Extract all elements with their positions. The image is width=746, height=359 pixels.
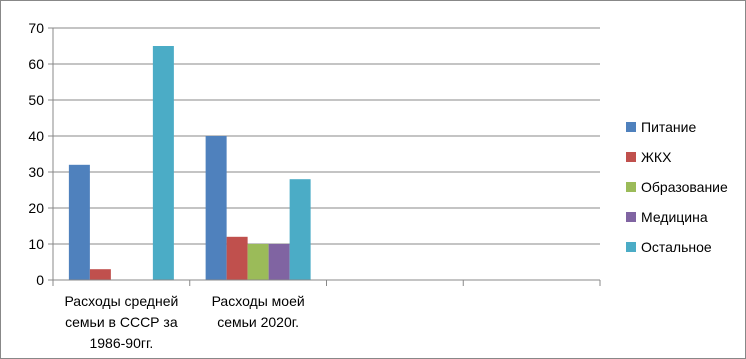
category-label: Расходы средней семьи в СССР за 1986-90гг. bbox=[64, 293, 178, 351]
gridlines bbox=[53, 27, 600, 245]
legend-swatch bbox=[626, 242, 636, 252]
y-tick-label: 10 bbox=[28, 236, 44, 252]
legend-label: Остальное bbox=[641, 239, 712, 255]
category-label-line: 1986-90гг. bbox=[89, 335, 153, 351]
legend-swatch bbox=[626, 122, 636, 132]
y-tick-labels: 0 10 20 30 40 50 60 70 bbox=[28, 20, 44, 288]
bar bbox=[268, 244, 290, 280]
bars bbox=[68, 46, 311, 280]
legend-label: Медицина bbox=[641, 209, 708, 225]
bar bbox=[289, 179, 311, 280]
y-tick-label: 60 bbox=[28, 56, 44, 72]
legend-swatch bbox=[626, 212, 636, 222]
axes bbox=[48, 27, 601, 286]
y-tick-label: 40 bbox=[28, 128, 44, 144]
category-label-line: семьи в СССР за bbox=[65, 314, 178, 330]
legend-swatch bbox=[626, 152, 636, 162]
category-labels: Расходы средней семьи в СССР за 1986-90гг.… bbox=[64, 293, 305, 351]
bar bbox=[247, 244, 269, 280]
bar bbox=[152, 46, 174, 280]
bar bbox=[89, 269, 111, 280]
bar bbox=[205, 136, 227, 280]
legend-label: Образование bbox=[641, 179, 728, 195]
category-label-line: семьи 2020г. bbox=[217, 314, 299, 330]
y-tick-label: 20 bbox=[28, 200, 44, 216]
bar bbox=[68, 164, 90, 280]
legend-swatch bbox=[626, 182, 636, 192]
bar bbox=[226, 236, 248, 280]
legend: Питание ЖКХ Образование Медицина Остальное bbox=[626, 119, 728, 255]
category-label-line: Расходы средней bbox=[64, 293, 178, 309]
legend-label: Питание bbox=[641, 119, 696, 135]
category-label: Расходы моей семьи 2020г. bbox=[212, 293, 305, 330]
y-tick-label: 70 bbox=[28, 20, 44, 36]
legend-label: ЖКХ bbox=[641, 149, 672, 165]
category-label-line: Расходы моей bbox=[212, 293, 305, 309]
y-tick-label: 0 bbox=[36, 272, 44, 288]
y-tick-label: 50 bbox=[28, 92, 44, 108]
y-tick-label: 30 bbox=[28, 164, 44, 180]
